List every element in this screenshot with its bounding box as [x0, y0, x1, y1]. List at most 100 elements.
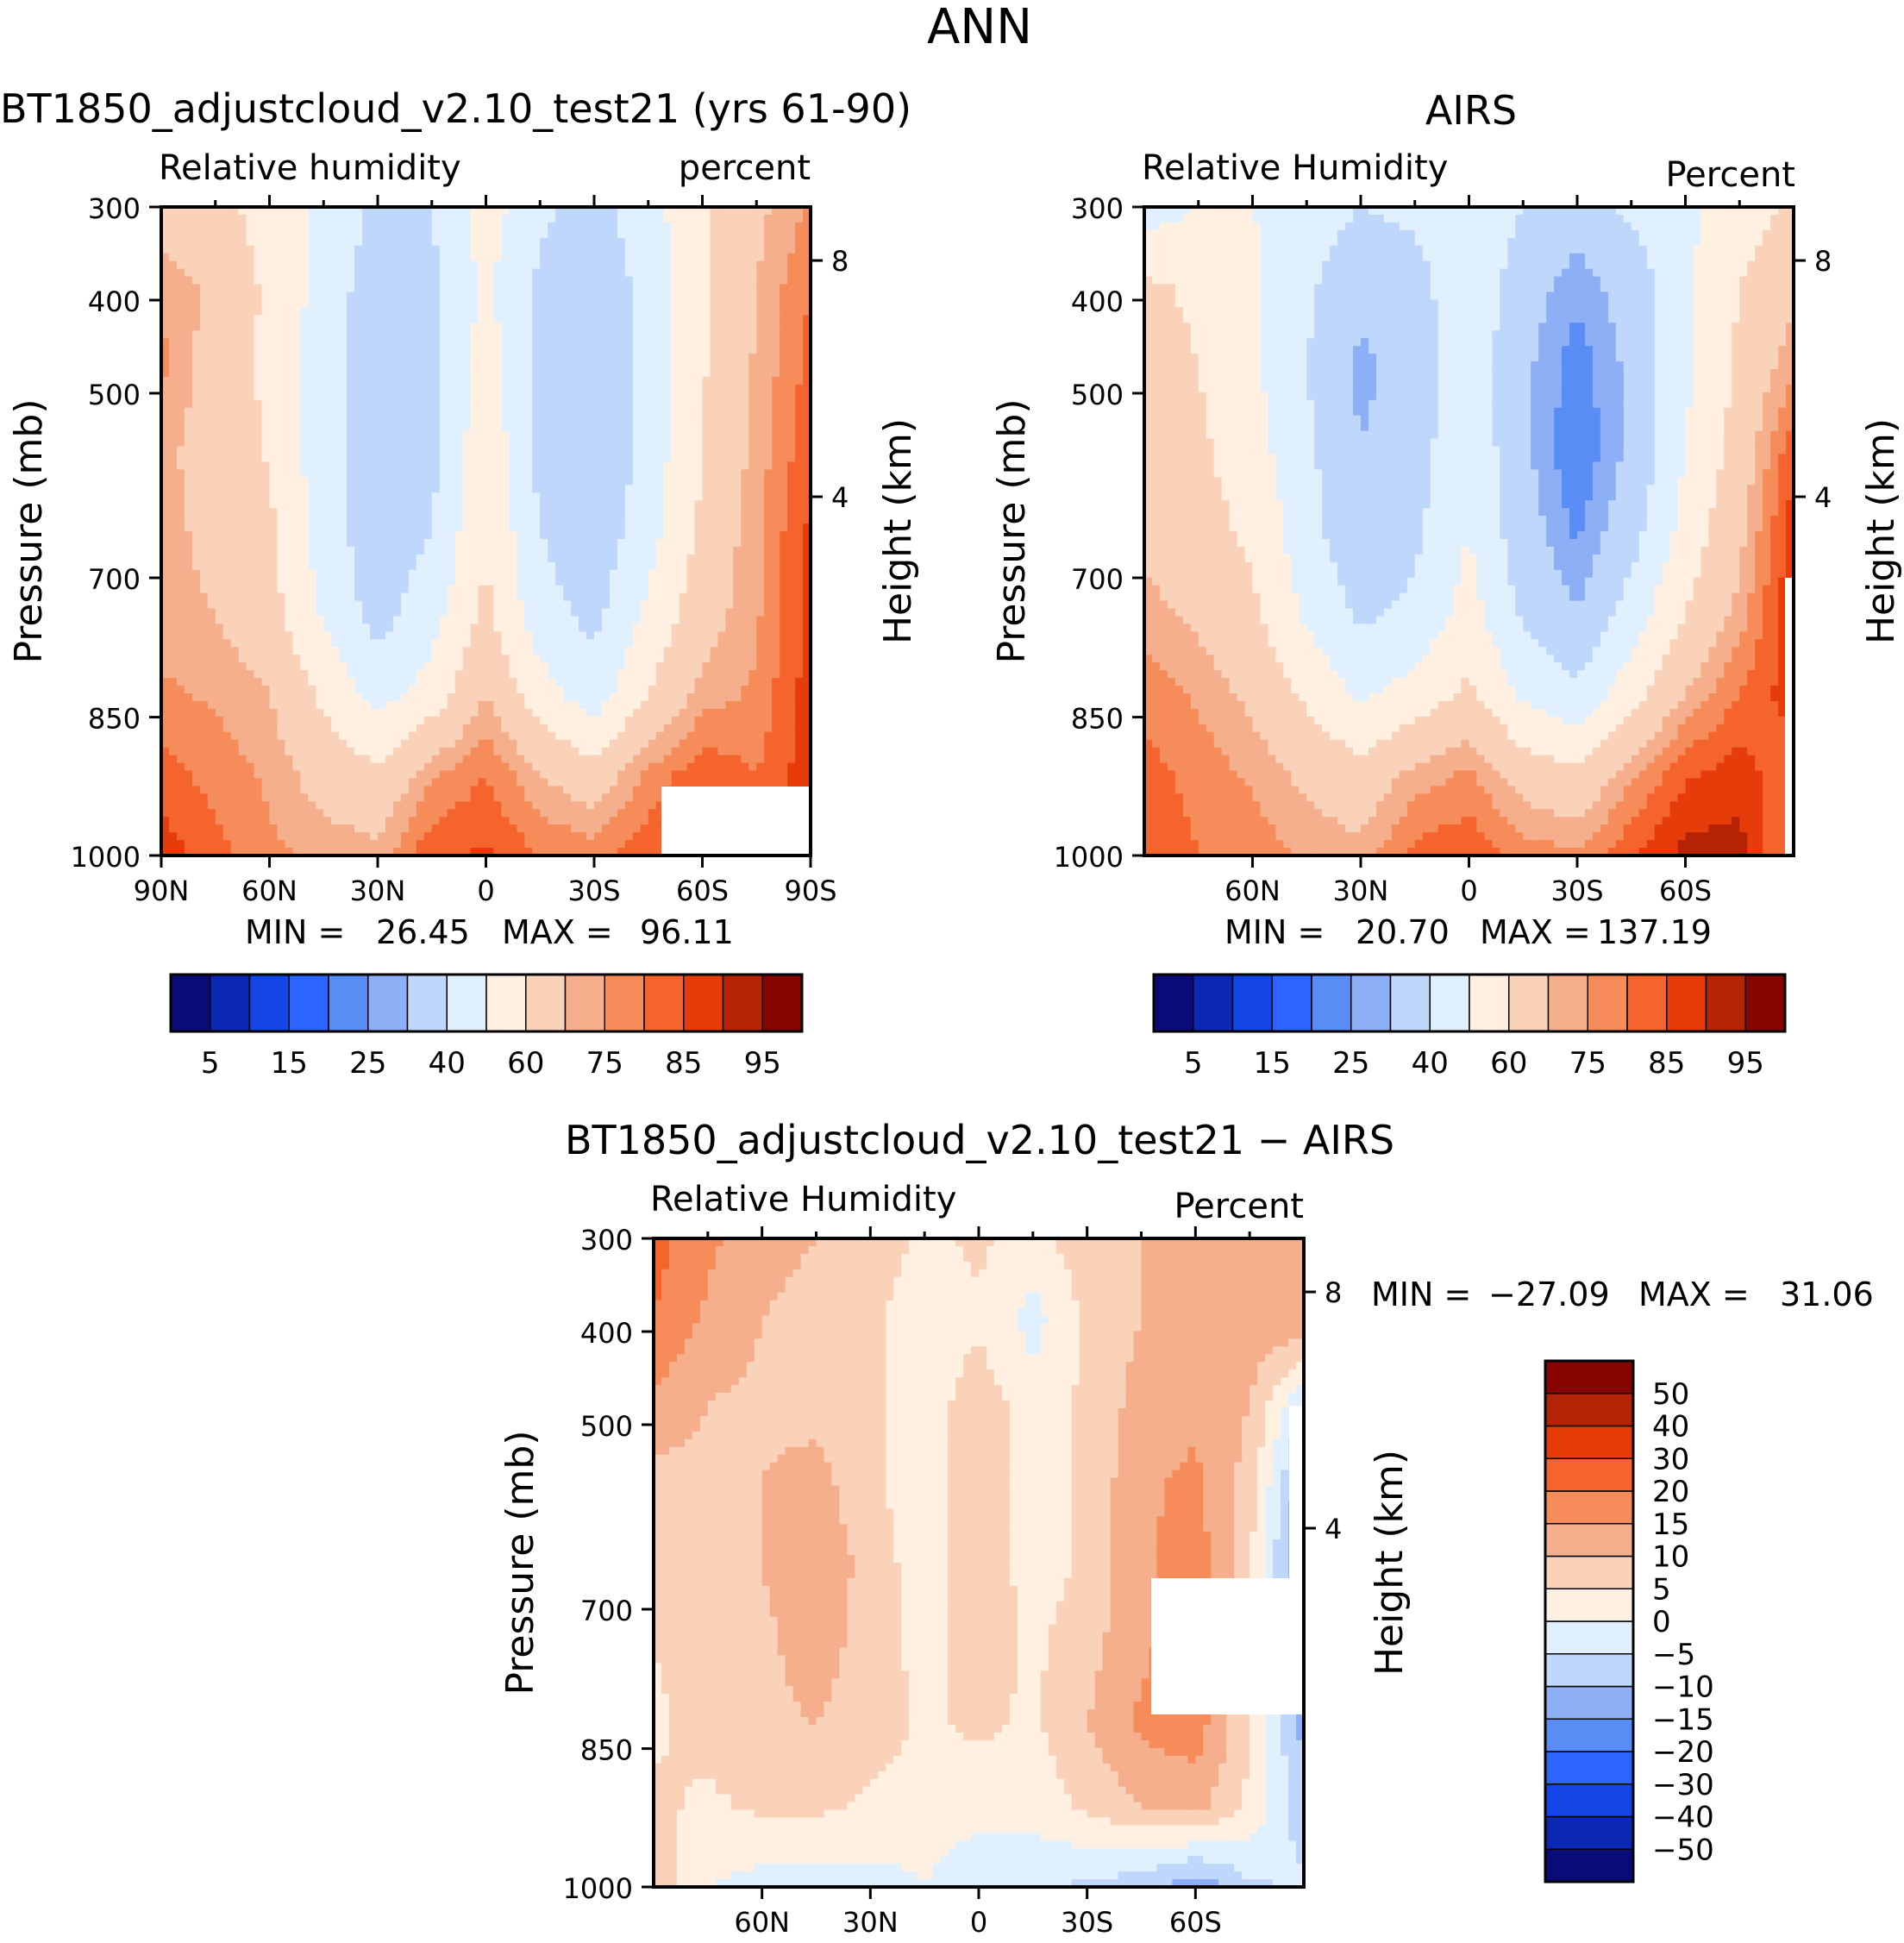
panel-model-cell [702, 485, 711, 493]
panel-model-cell [524, 639, 533, 648]
panel-model-cell [601, 237, 611, 247]
panel-model-cell [485, 291, 495, 301]
panel-model-cell [679, 423, 688, 432]
panel-model-cell [756, 423, 765, 432]
panel-model-cell [323, 276, 332, 285]
panel-model-cell [331, 546, 340, 555]
panel-model-cell [617, 523, 626, 532]
panel-model-cell [663, 361, 673, 370]
panel-model-cell [748, 554, 757, 563]
panel-model-cell [772, 477, 780, 486]
panel-model-cell [733, 268, 742, 278]
panel-model-cell [725, 577, 734, 586]
panel-model-cell [741, 346, 749, 354]
panel-model-cell [671, 508, 680, 517]
panel-model-cell [470, 446, 479, 455]
panel-model-cell [184, 376, 193, 385]
panel-model-cell [176, 229, 185, 239]
panel-model-cell [509, 531, 517, 540]
panel-model-cell [454, 276, 464, 285]
panel-model-cell [795, 260, 804, 270]
panel-model-cell [741, 523, 749, 532]
panel-model-cell [323, 323, 332, 331]
panel-model-cell [447, 531, 456, 540]
panel-model-cell [509, 376, 517, 385]
panel-model-cell [246, 631, 255, 640]
panel-model-contour-field [161, 207, 811, 856]
panel-model-cell [509, 608, 517, 617]
panel-model-cell [571, 307, 579, 316]
panel-model-cell [548, 624, 556, 632]
panel-model-cell [269, 508, 279, 517]
panel-model-cell [370, 477, 379, 486]
panel-model-cell [431, 399, 441, 409]
panel-model-cell [439, 423, 448, 432]
panel-model-cell [617, 446, 626, 455]
panel-model-cell [168, 446, 178, 455]
panel-model-cell [392, 577, 402, 586]
panel-model-cell [230, 461, 240, 470]
panel-model-cell [532, 508, 541, 517]
panel-model-cell [362, 639, 371, 648]
panel-model-cell [168, 207, 178, 216]
panel-model-cell [594, 330, 603, 339]
panel-model-cell [640, 561, 649, 571]
panel-model-cell [431, 323, 441, 331]
panel-model-cell [308, 554, 316, 563]
panel-model-cell [416, 616, 425, 625]
panel-model-cell [385, 647, 394, 655]
panel-model-cell [803, 307, 811, 316]
panel-model-cell [378, 207, 386, 216]
panel-model-cell [540, 477, 548, 486]
panel-model-cell [254, 508, 263, 517]
panel-model-cell [617, 260, 626, 270]
panel-model-cell [586, 516, 595, 524]
panel-model-cell [640, 554, 649, 563]
panel-model-cell [640, 268, 649, 278]
panel-model-cell [431, 647, 441, 655]
panel-model-cell [246, 624, 255, 632]
panel-model-cell [624, 291, 634, 301]
panel-model-cell [454, 430, 464, 440]
panel-model-cell [184, 561, 193, 571]
panel-model-cell [478, 307, 487, 316]
panel-model-cell [501, 454, 510, 463]
panel-model-cell [679, 291, 688, 301]
panel-model-cell [354, 260, 363, 270]
panel-model-cell [254, 469, 263, 478]
panel-model-cell [741, 647, 749, 655]
panel-model-cell [787, 546, 796, 555]
panel-model-cell [199, 376, 209, 385]
panel-model-cell [493, 508, 503, 517]
panel-model-cell [787, 492, 796, 501]
panel-model-cell [780, 299, 788, 308]
panel-model-cell [447, 346, 456, 354]
panel-model-cell [594, 323, 603, 331]
panel-model-cell [230, 237, 240, 247]
panel-model-cell [555, 616, 564, 625]
panel-model-cell [756, 446, 765, 455]
panel-model-cell [308, 354, 316, 362]
panel-model-cell [207, 639, 216, 648]
panel-model-cell [230, 639, 240, 648]
panel-model-cell [354, 315, 363, 323]
panel-model-cell [254, 561, 263, 571]
panel-model-cell [648, 531, 657, 540]
panel-model-cell [176, 260, 185, 270]
panel-model-cell [354, 438, 363, 448]
panel-model-cell [246, 207, 255, 216]
panel-model-cell [609, 461, 618, 470]
panel-model-cell [285, 523, 293, 532]
panel-model-cell [671, 346, 680, 354]
panel-model-cell [803, 229, 811, 239]
panel-model-cell [238, 662, 247, 671]
panel-model-cell [215, 214, 224, 223]
panel-model-cell [285, 284, 293, 293]
panel-model-cell [686, 299, 696, 308]
panel-model-cell [748, 423, 757, 432]
panel-model-cell [370, 469, 379, 478]
panel-model-cell [548, 592, 556, 602]
panel-model-cell [199, 662, 209, 671]
panel-model-cell [710, 229, 719, 239]
panel-model-cell [408, 229, 417, 239]
